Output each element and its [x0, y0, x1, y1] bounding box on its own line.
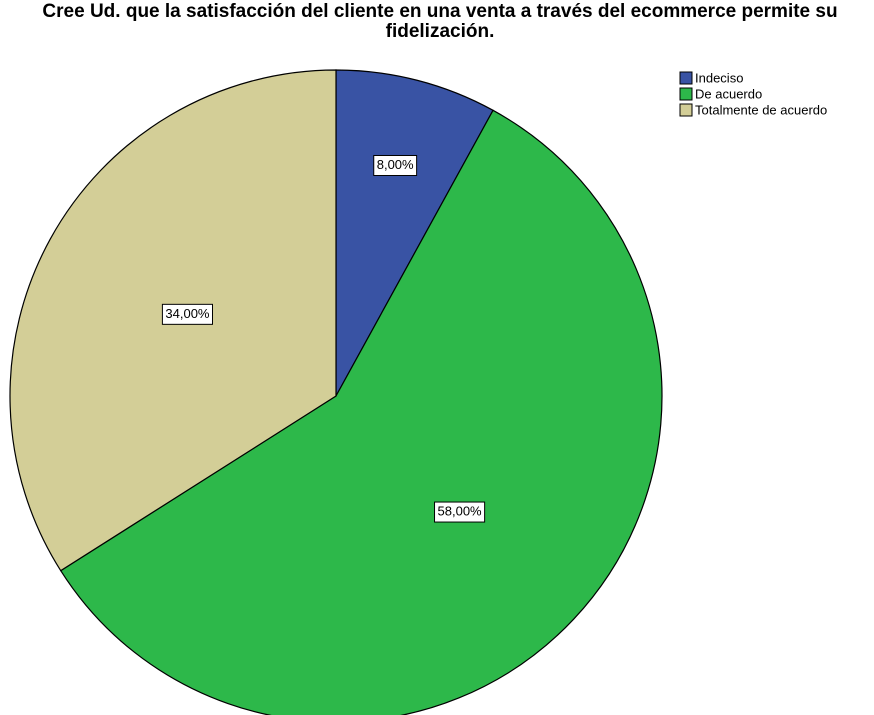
- legend-label: De acuerdo: [695, 86, 762, 101]
- slice-label-text: 58,00%: [438, 503, 483, 518]
- legend-label: Totalmente de acuerdo: [695, 102, 827, 117]
- legend-swatch: [679, 103, 693, 117]
- label-box: [434, 501, 486, 523]
- slice-label: 34,00%: [161, 303, 213, 325]
- label-box: [161, 303, 213, 325]
- legend-label: Indeciso: [695, 70, 743, 85]
- slice-label-text: 34,00%: [165, 306, 210, 321]
- label-box: [373, 154, 418, 176]
- slice-label: 58,00%: [434, 501, 486, 523]
- slice-label: 8,00%: [373, 154, 418, 176]
- pie-slice: [335, 69, 494, 397]
- chart-title-text: Cree Ud. que la satisfacción del cliente…: [42, 1, 838, 42]
- pie-slice: [59, 109, 663, 715]
- slice-label-text: 8,00%: [377, 157, 414, 172]
- legend-swatch: [679, 71, 693, 85]
- legend-swatch: [679, 87, 693, 101]
- chart-title: Cree Ud. que la satisfacción del cliente…: [10, 2, 870, 42]
